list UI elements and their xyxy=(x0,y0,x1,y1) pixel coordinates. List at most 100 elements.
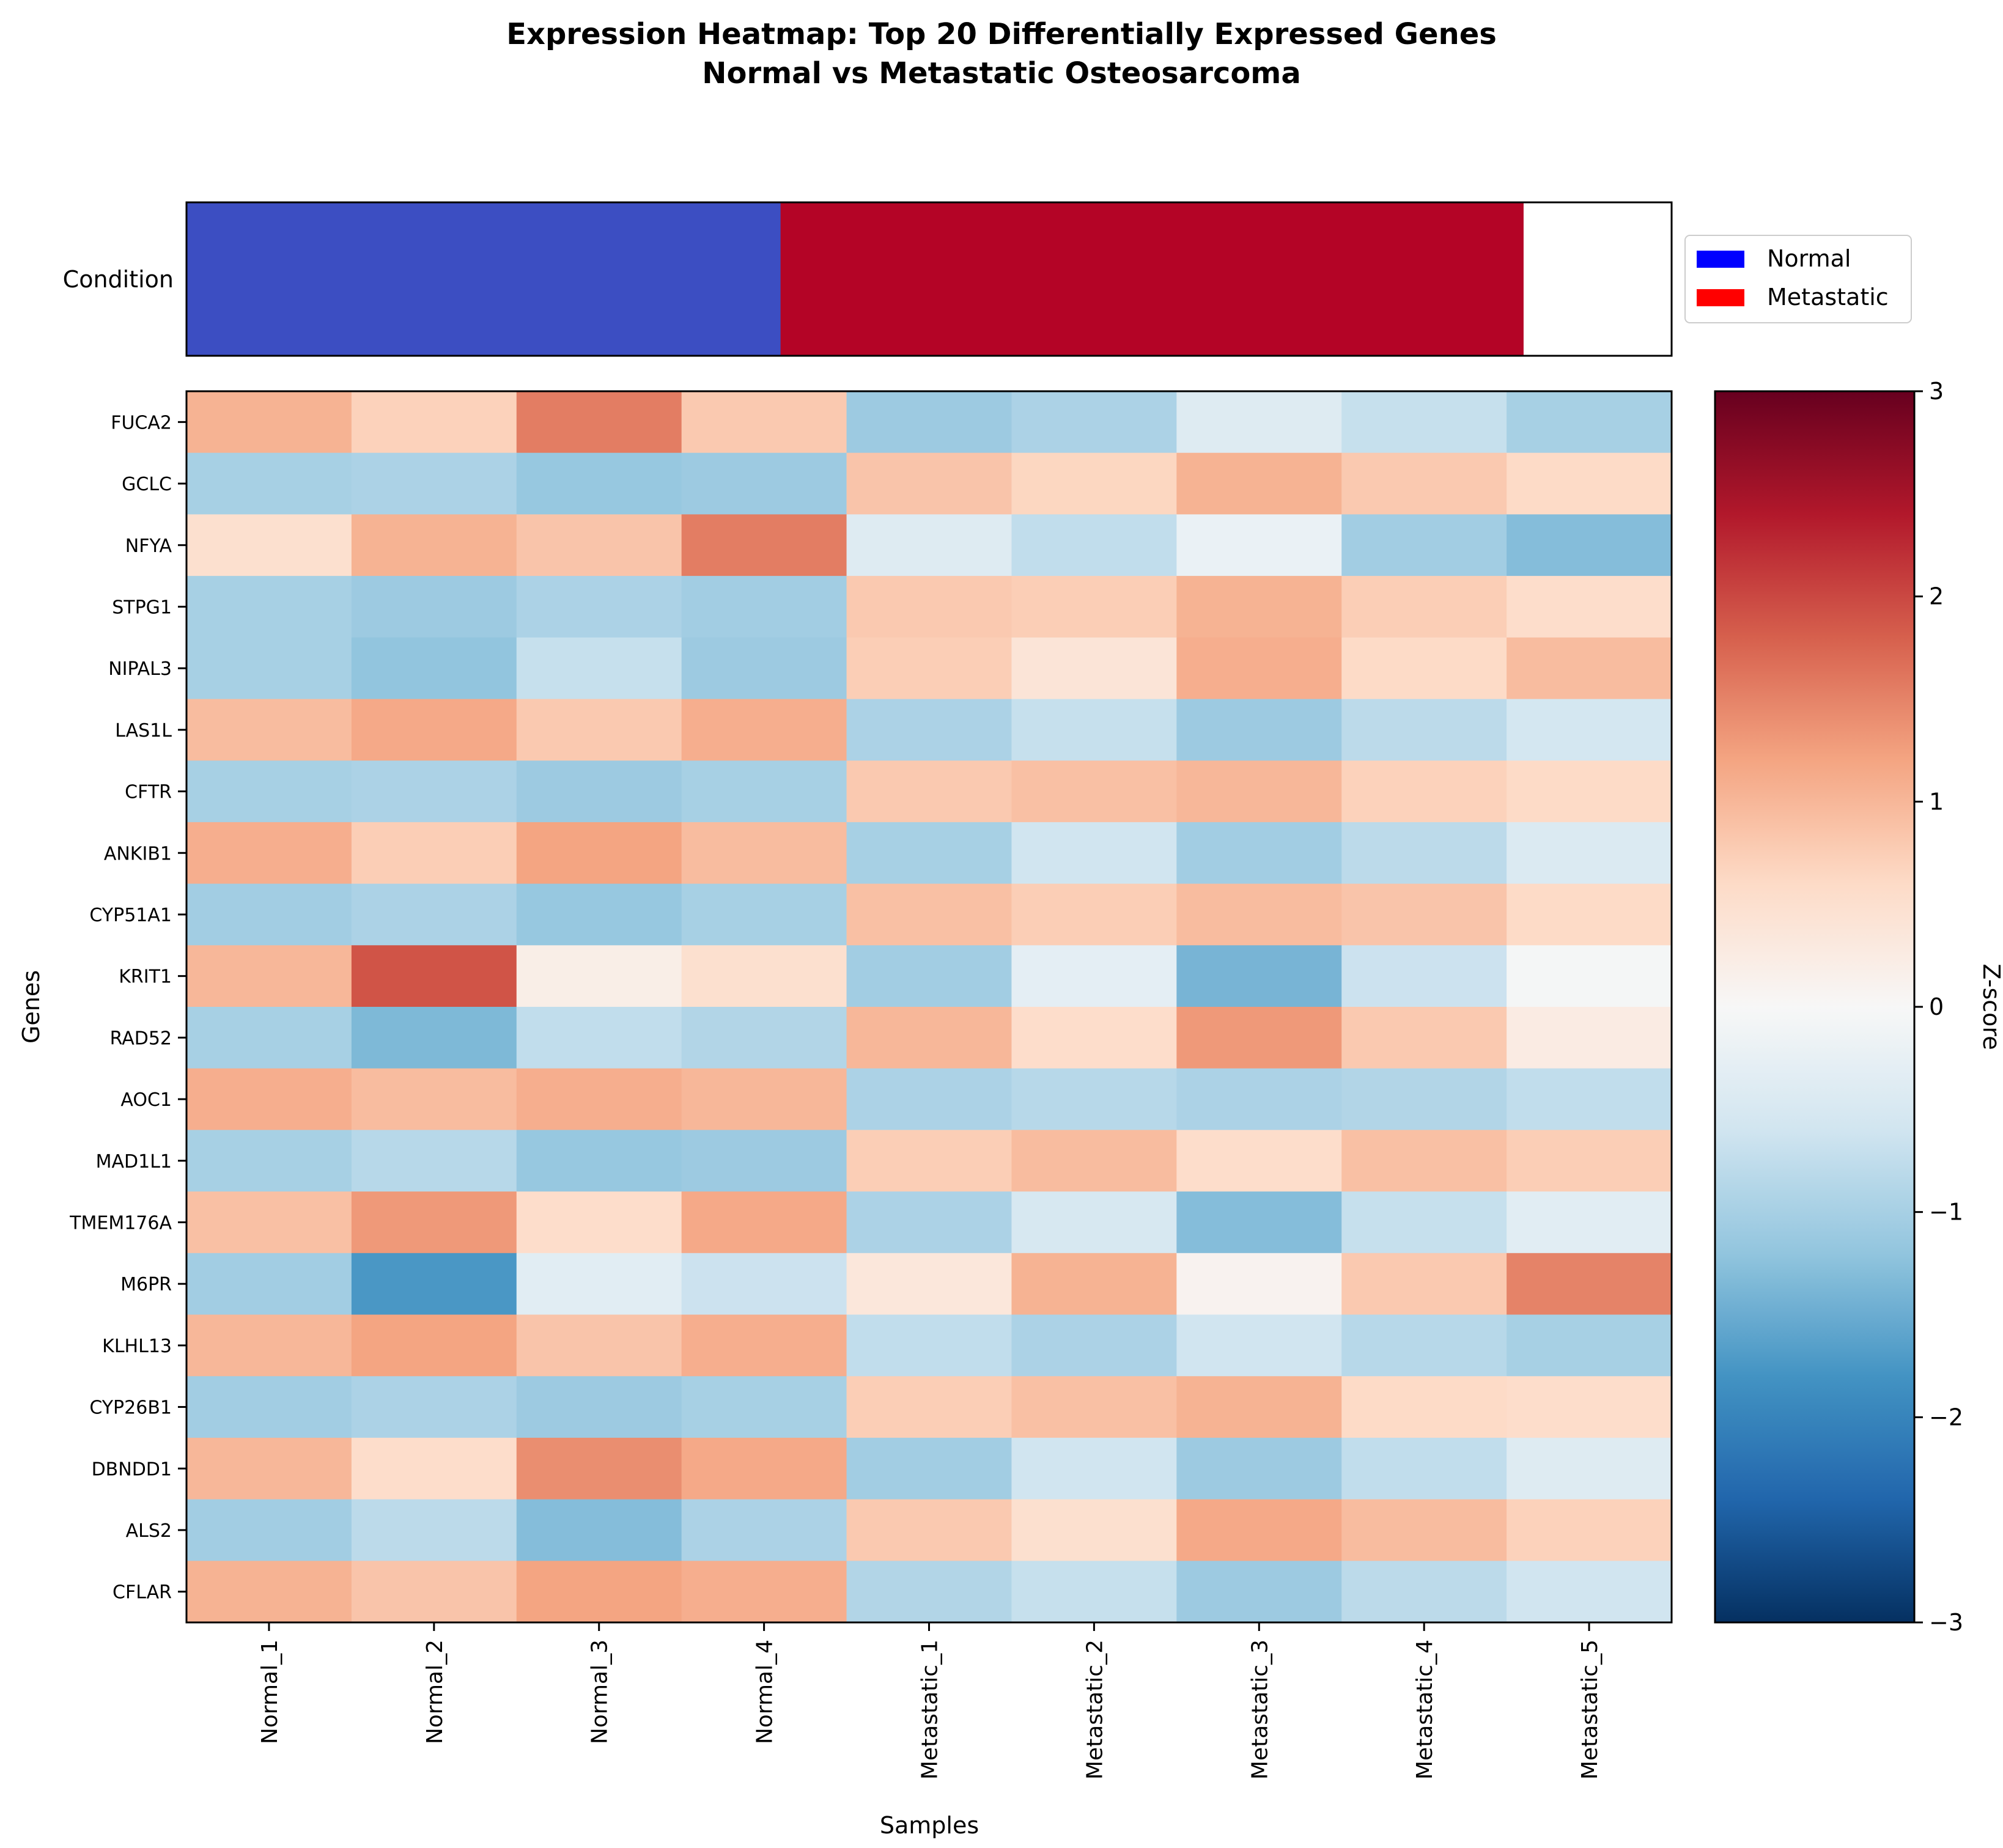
gene-label: KRIT1 xyxy=(119,966,172,988)
gene-label: CFLAR xyxy=(113,1582,172,1603)
heatmap-cell xyxy=(1507,1191,1672,1254)
heatmap-cell xyxy=(1341,1437,1507,1500)
heatmap-cell xyxy=(1176,637,1343,700)
heatmap-cell xyxy=(1341,391,1507,454)
heatmap-cell xyxy=(681,1068,847,1131)
heatmap-cell xyxy=(681,1376,847,1438)
heatmap-cell xyxy=(351,452,517,515)
colorbar-tick-label: 1 xyxy=(1929,788,1944,815)
heatmap-cell xyxy=(1507,576,1672,638)
heatmap-cell xyxy=(681,699,847,761)
heatmap-cell xyxy=(1507,1068,1672,1131)
heatmap-cells xyxy=(186,391,1672,1623)
heatmap-cell xyxy=(351,1130,517,1192)
gene-label: ANKIB1 xyxy=(104,843,172,864)
heatmap-cell xyxy=(1176,1314,1343,1377)
chart-title-line-2: Normal vs Metastatic Osteosarcoma xyxy=(702,56,1300,90)
heatmap-cell xyxy=(846,883,1013,946)
heatmap-cell xyxy=(846,1068,1013,1131)
heatmap-cell xyxy=(1341,1499,1507,1562)
heatmap-cell xyxy=(1341,1253,1507,1316)
heatmap-cell xyxy=(1341,822,1507,885)
heatmap-cell xyxy=(846,760,1013,823)
sample-label: Normal_4 xyxy=(753,1640,778,1744)
colorbar-tick-label: 0 xyxy=(1929,993,1944,1020)
heatmap-cell xyxy=(1176,452,1343,515)
gene-label: TMEM176A xyxy=(69,1212,172,1234)
heatmap-cell xyxy=(351,760,517,823)
condition-label: Condition xyxy=(63,266,174,293)
heatmap-cell xyxy=(846,452,1013,515)
colorbar-gradient xyxy=(1715,391,1914,1622)
sample-label: Metastatic_4 xyxy=(1412,1640,1437,1780)
heatmap-cell xyxy=(1341,883,1507,946)
heatmap-cell xyxy=(516,760,682,823)
heatmap-cell xyxy=(1176,1068,1343,1131)
heatmap-cell xyxy=(1176,391,1343,454)
condition-bar: Condition xyxy=(63,201,1673,357)
heatmap-cell xyxy=(1341,452,1507,515)
heatmap-cell xyxy=(1507,883,1672,946)
condition-cell xyxy=(1226,202,1375,356)
heatmap-cell xyxy=(1341,1376,1507,1438)
heatmap-cell xyxy=(1507,1561,1672,1623)
heatmap-cell xyxy=(1176,1437,1343,1500)
legend-label-metastatic: Metastatic xyxy=(1767,284,1889,311)
heatmap-cell xyxy=(351,576,517,638)
heatmap-cell xyxy=(1507,1376,1672,1438)
colorbar-tick-label: 3 xyxy=(1929,378,1944,405)
heatmap-cell xyxy=(516,1314,682,1377)
condition-cell xyxy=(1077,202,1227,356)
heatmap-cell xyxy=(1341,760,1507,823)
sample-label: Normal_3 xyxy=(588,1640,613,1744)
gene-label: ALS2 xyxy=(126,1520,172,1542)
sample-label: Metastatic_5 xyxy=(1577,1640,1603,1780)
gene-label: MAD1L1 xyxy=(96,1151,172,1172)
heatmap-cell xyxy=(1176,1191,1343,1254)
heatmap-cell xyxy=(186,760,352,823)
heatmap-cell xyxy=(516,514,682,576)
chart-title-line-1: Expression Heatmap: Top 20 Differentiall… xyxy=(506,17,1497,51)
heatmap-cell xyxy=(516,883,682,946)
sample-label: Normal_2 xyxy=(422,1640,448,1744)
heatmap-cell xyxy=(846,1007,1013,1069)
heatmap-cell xyxy=(186,1191,352,1254)
heatmap-cell xyxy=(1341,1561,1507,1623)
heatmap-cell xyxy=(846,822,1013,885)
heatmap-cell xyxy=(351,1561,517,1623)
heatmap-cell xyxy=(351,637,517,700)
condition-bar-frame xyxy=(185,201,1673,357)
gene-label: KLHL13 xyxy=(102,1336,172,1357)
heatmap-cell xyxy=(351,822,517,885)
legend-swatch-metastatic xyxy=(1697,289,1744,306)
heatmap-cell xyxy=(1507,1499,1672,1562)
condition-cell xyxy=(780,202,930,356)
heatmap-cell xyxy=(681,452,847,515)
heatmap-cell xyxy=(1507,1007,1672,1069)
heatmap-cell xyxy=(516,945,682,1007)
heatmap-cell xyxy=(186,1007,352,1069)
heatmap-cell xyxy=(846,637,1013,700)
heatmap-cell xyxy=(351,1314,517,1377)
heatmap-cell xyxy=(1341,576,1507,638)
heatmap-cell xyxy=(1341,1130,1507,1192)
heatmap-cell xyxy=(1011,637,1178,700)
heatmap-cell xyxy=(516,699,682,761)
gene-label: GCLC xyxy=(122,474,172,495)
heatmap-cell xyxy=(351,1437,517,1500)
heatmap-cell xyxy=(516,1561,682,1623)
heatmap-cell xyxy=(186,576,352,638)
heatmap-cell xyxy=(1176,1499,1343,1562)
heatmap-cell xyxy=(1341,637,1507,700)
heatmap-cell xyxy=(1011,1561,1178,1623)
gene-label: CYP26B1 xyxy=(89,1397,172,1419)
heatmap-cell xyxy=(1011,760,1178,823)
heatmap-cell xyxy=(1341,945,1507,1007)
gene-label: M6PR xyxy=(120,1274,172,1295)
heatmap-cell xyxy=(681,1007,847,1069)
heatmap-cell xyxy=(1011,1068,1178,1131)
heatmap-cell xyxy=(1011,1130,1178,1192)
colorbar-tick-label: 2 xyxy=(1929,583,1944,610)
heatmap-cell xyxy=(1507,1314,1672,1377)
heatmap-cell xyxy=(1341,1007,1507,1069)
